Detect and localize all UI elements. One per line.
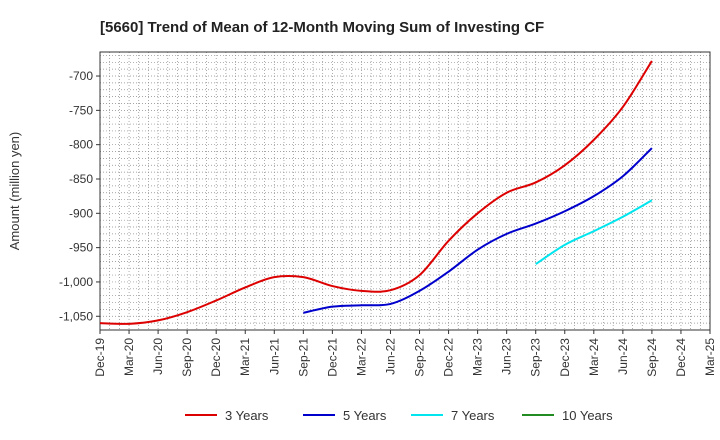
- y-axis-label: Amount (million yen): [7, 132, 22, 251]
- x-tick-label: Dec-24: [674, 338, 688, 377]
- legend-label-3-years: 3 Years: [225, 408, 269, 423]
- x-tick-label: Jun-21: [267, 338, 281, 375]
- series-line-7-years: [535, 199, 653, 265]
- legend-label-10-years: 10 Years: [562, 408, 613, 423]
- chart-title: [5660] Trend of Mean of 12-Month Moving …: [100, 19, 544, 36]
- x-tick-label: Mar-23: [471, 338, 485, 376]
- series-layer: [99, 60, 653, 325]
- x-tick-label: Sep-24: [645, 338, 659, 377]
- x-tick-label: Jun-22: [383, 338, 397, 375]
- x-tick-label: Mar-20: [122, 338, 136, 376]
- y-tick-label: -900: [69, 206, 93, 220]
- x-tick-label: Sep-22: [413, 338, 427, 377]
- x-tick-label: Sep-20: [180, 338, 194, 377]
- y-tick-label: -800: [69, 138, 93, 152]
- x-tick-label: Dec-21: [325, 338, 339, 377]
- x-tick-label: Mar-22: [354, 338, 368, 376]
- x-tick-label: Dec-20: [209, 338, 223, 377]
- y-tick-label: -750: [69, 103, 93, 117]
- y-tick-label: -700: [69, 69, 93, 83]
- x-tick-label: Jun-20: [151, 338, 165, 375]
- x-tick-label: Sep-23: [529, 338, 543, 377]
- x-tick-label: Jun-24: [616, 338, 630, 375]
- x-tick-label: Mar-24: [587, 338, 601, 376]
- plot-area: [100, 52, 710, 330]
- y-tick-label: -950: [69, 241, 93, 255]
- grid: [100, 52, 710, 330]
- y-ticks: -700 -750 -800 -850 -900 -950 -1,000 -1,050: [59, 69, 100, 323]
- x-ticks: Dec-19 Mar-20 Jun-20 Sep-20 Dec-20 Mar-21 Jun-…: [93, 330, 717, 377]
- y-tick-label: -1,000: [59, 275, 93, 289]
- x-tick-label: Dec-19: [93, 338, 107, 377]
- legend-label-5-years: 5 Years: [343, 408, 387, 423]
- x-tick-label: Dec-22: [442, 338, 456, 377]
- x-tick-label: Sep-21: [296, 338, 310, 377]
- x-tick-label: Jun-23: [500, 338, 514, 375]
- x-tick-label: Mar-21: [238, 338, 252, 376]
- series-line-5-years: [303, 147, 653, 314]
- legend-label-7-years: 7 Years: [451, 408, 495, 423]
- plot-border: [99, 51, 711, 331]
- x-tick-label: Mar-25: [703, 338, 717, 376]
- y-tick-label: -850: [69, 172, 93, 186]
- series-line-3-years: [99, 60, 653, 325]
- x-tick-label: Dec-23: [558, 338, 572, 377]
- legend: 3 Years 5 Years 7 Years 10 Years: [185, 408, 613, 423]
- y-tick-label: -1,050: [59, 309, 93, 323]
